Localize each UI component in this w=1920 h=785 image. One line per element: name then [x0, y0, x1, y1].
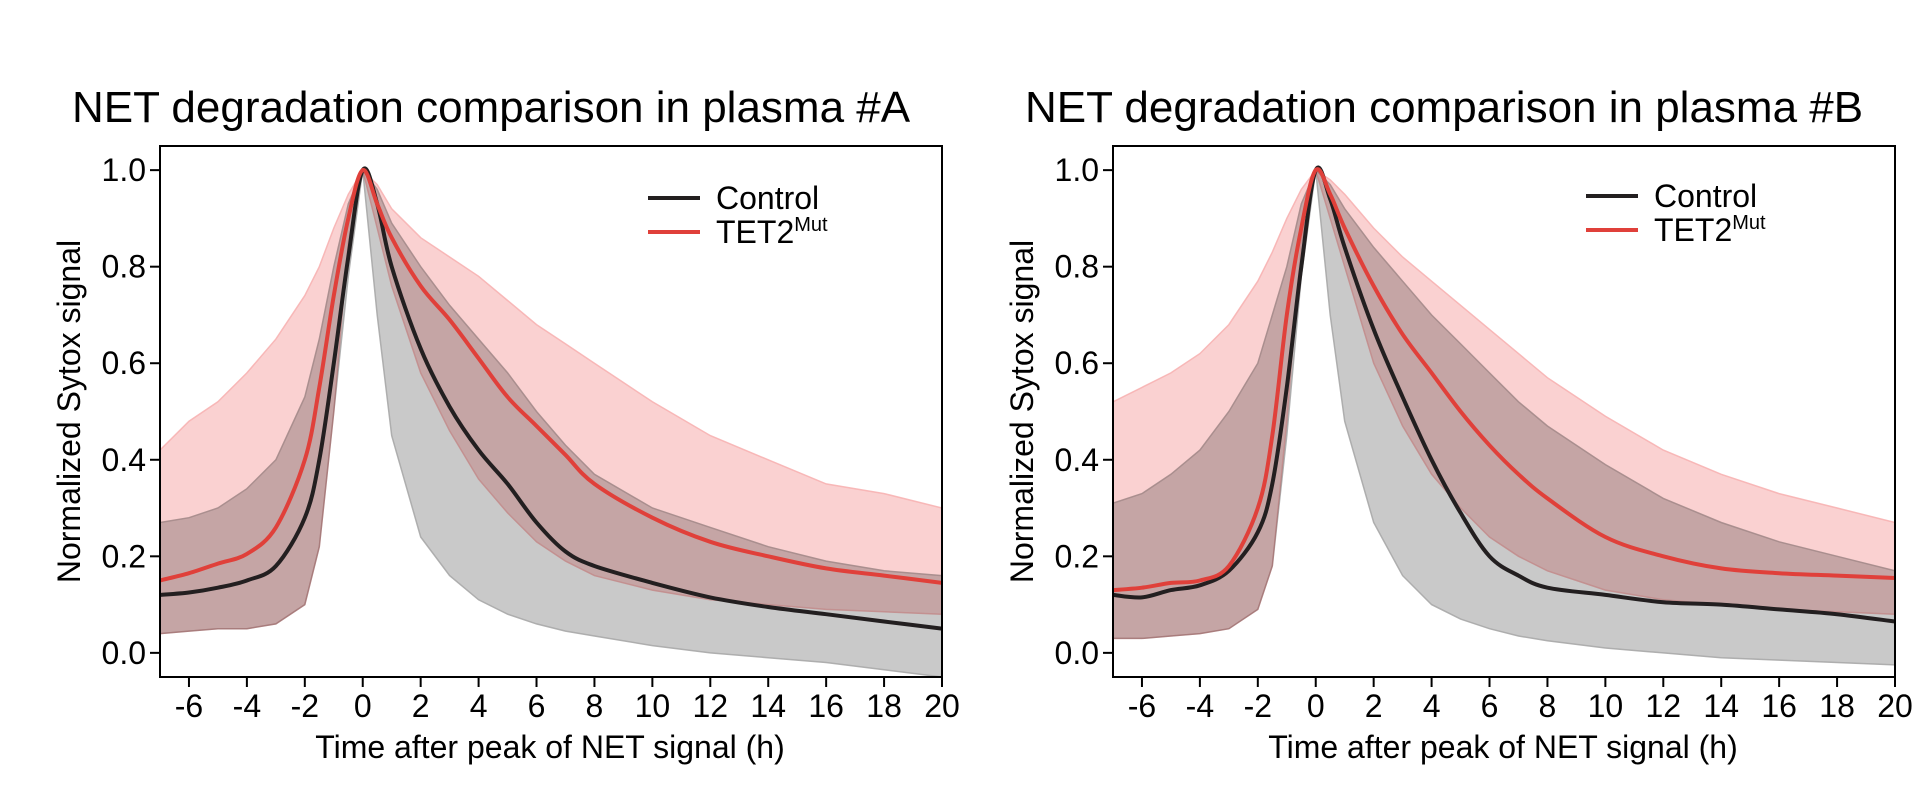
chart-1-xtick-label: 14	[1703, 688, 1739, 724]
chart-0-title: NET degradation comparison in plasma #A	[72, 83, 911, 132]
chart-1-xtick-label: 8	[1539, 688, 1557, 724]
chart-0-ytick-label: 0.8	[102, 249, 146, 285]
chart-0-legend-label-control: Control	[716, 180, 819, 216]
chart-0-xtick-label: -6	[175, 688, 203, 724]
chart-1-xtick-label: -6	[1128, 688, 1156, 724]
chart-0-xtick-label: -4	[233, 688, 261, 724]
chart-0-xlabel: Time after peak of NET signal (h)	[315, 729, 785, 765]
chart-0-xtick-label: 0	[354, 688, 372, 724]
chart-1-legend-label-control: Control	[1654, 178, 1757, 214]
chart-1: NET degradation comparison in plasma #B 0…	[1004, 83, 1913, 765]
chart-1-ytick-label: 0.4	[1055, 442, 1099, 478]
chart-0-ytick-label: 0.4	[102, 442, 146, 478]
chart-0-ytick-label: 1.0	[102, 152, 146, 188]
chart-0-xtick-label: 20	[924, 688, 960, 724]
chart-0-line-control	[160, 166, 942, 631]
chart-0-line-tet2	[160, 168, 942, 585]
chart-0-xtick-label: 16	[808, 688, 844, 724]
chart-0-xtick-label: 8	[586, 688, 604, 724]
chart-1-xtick-label: 4	[1423, 688, 1441, 724]
chart-1-xtick-label: 10	[1588, 688, 1624, 724]
chart-0-ytick-label: 0.0	[102, 635, 146, 671]
chart-0-ylabel: Normalized Sytox signal	[51, 240, 87, 583]
chart-1-ytick-label: 1.0	[1055, 152, 1099, 188]
chart-1-xtick-label: 16	[1761, 688, 1797, 724]
chart-1-xtick-label: -2	[1244, 688, 1272, 724]
chart-1-ytick-label: 0.6	[1055, 345, 1099, 381]
chart-1-frame	[1112, 145, 1896, 678]
chart-0-frame	[159, 145, 943, 678]
chart-1-line-control	[1113, 165, 1895, 624]
chart-1-xtick-label: 20	[1877, 688, 1913, 724]
chart-0-xtick-label: 10	[635, 688, 671, 724]
chart-0-xtick-label: 2	[412, 688, 430, 724]
chart-0-xtick-label: -2	[291, 688, 319, 724]
chart-0-xtick-label: 14	[750, 688, 786, 724]
chart-1-ytick-label: 0.0	[1055, 635, 1099, 671]
chart-1-band-control	[1113, 168, 1895, 666]
chart-1-title: NET degradation comparison in plasma #B	[1025, 83, 1863, 132]
chart-1-legend-label-tet2: TET2Mut	[1654, 212, 1766, 248]
chart-1-ylabel: Normalized Sytox signal	[1004, 240, 1040, 583]
chart-1-xtick-label: 0	[1307, 688, 1325, 724]
chart-0-legend-label-tet2: TET2Mut	[716, 214, 828, 250]
chart-0-xtick-label: 4	[470, 688, 488, 724]
chart-0-xtick-label: 12	[692, 688, 728, 724]
chart-1-xtick-label: 12	[1645, 688, 1681, 724]
chart-0-ytick-label: 0.6	[102, 345, 146, 381]
chart-1-xtick-label: 6	[1481, 688, 1499, 724]
chart-1-xtick-label: -4	[1186, 688, 1214, 724]
chart-1-line-tet2	[1113, 167, 1895, 593]
chart-1-xtick-label: 18	[1819, 688, 1855, 724]
chart-1-xtick-label: 2	[1365, 688, 1383, 724]
chart-1-ytick-label: 0.2	[1055, 538, 1099, 574]
chart-0: NET degradation comparison in plasma #A 0…	[51, 83, 960, 765]
chart-0-xtick-label: 6	[528, 688, 546, 724]
chart-1-ytick-label: 0.8	[1055, 249, 1099, 285]
chart-0-ytick-label: 0.2	[102, 538, 146, 574]
chart-0-xtick-label: 18	[866, 688, 902, 724]
chart-1-xlabel: Time after peak of NET signal (h)	[1268, 729, 1738, 765]
